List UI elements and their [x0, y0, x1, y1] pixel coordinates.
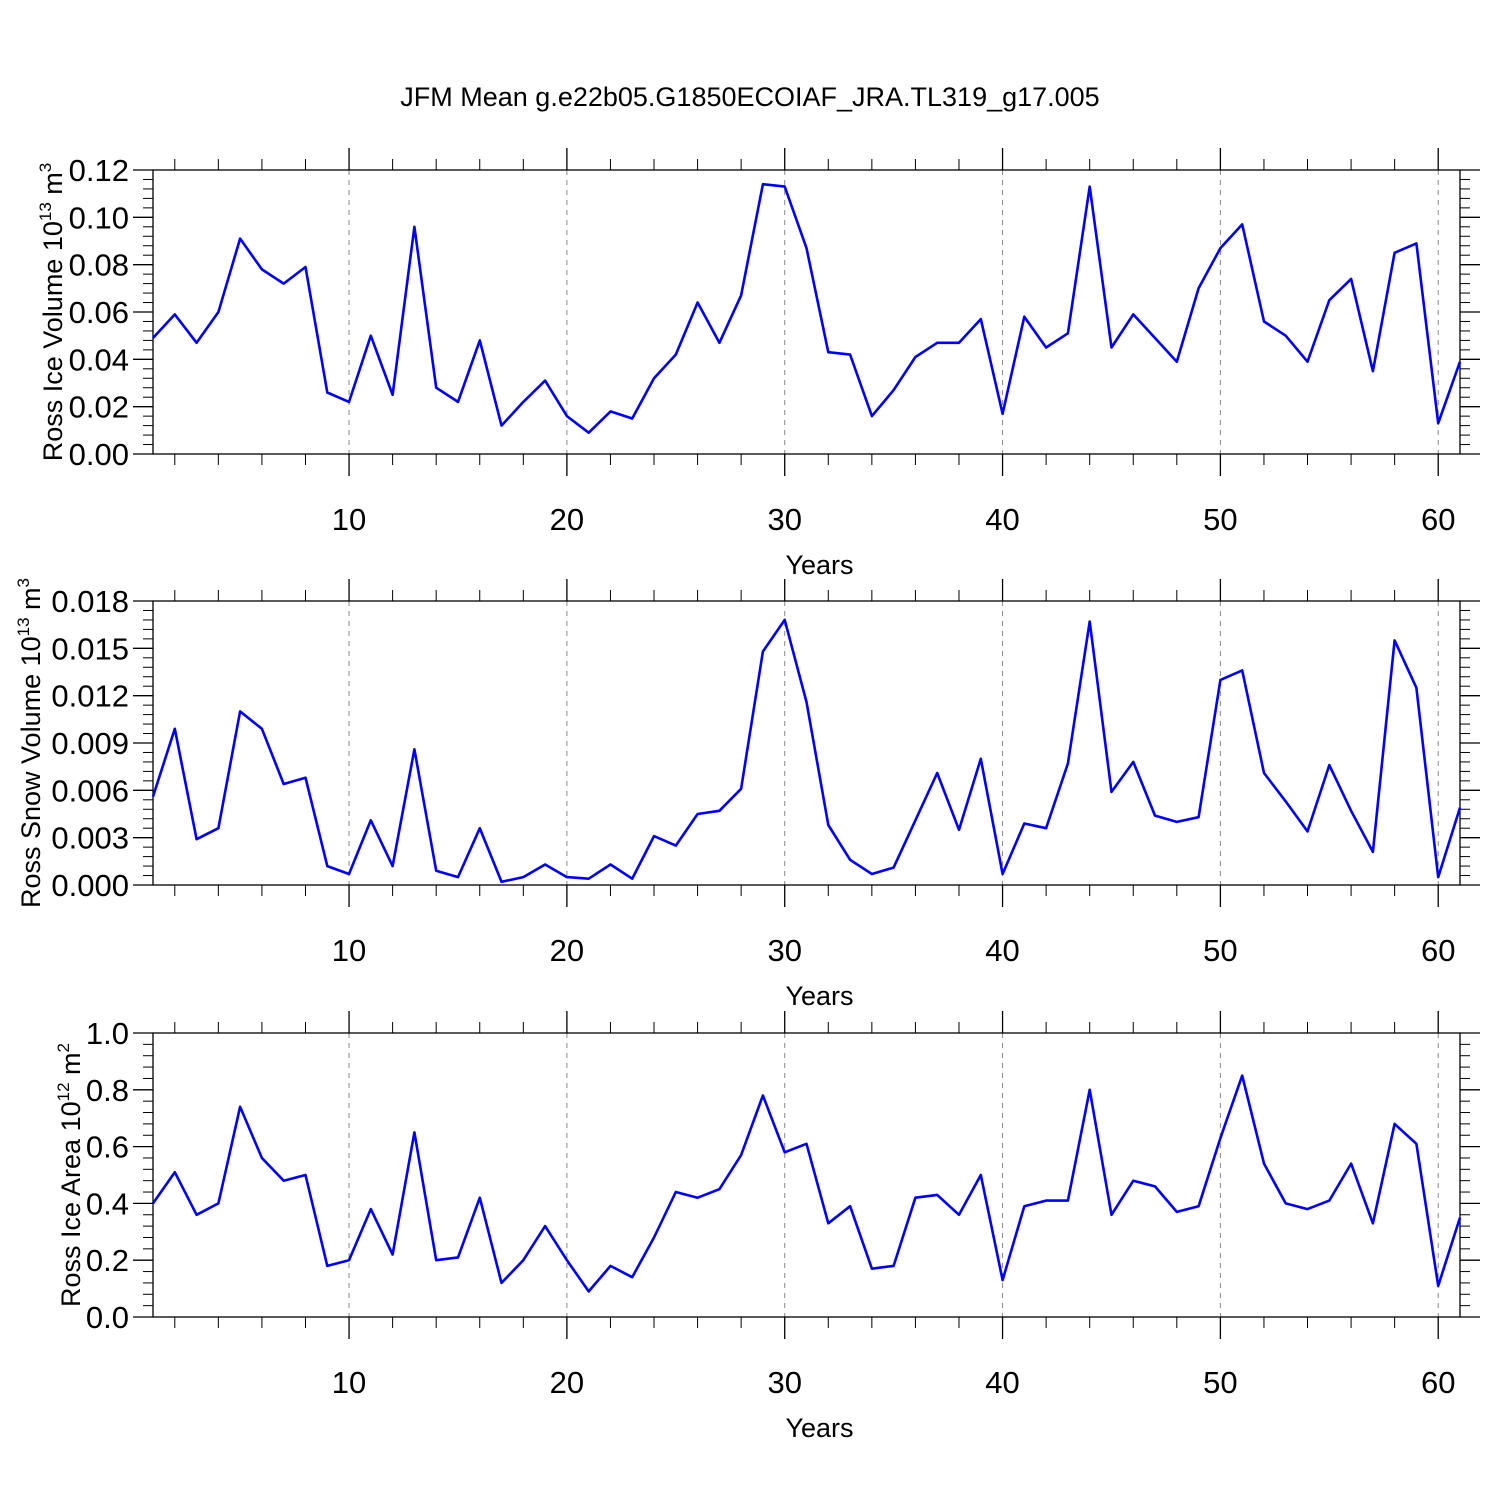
- x-tick-label: 60: [1421, 1365, 1455, 1400]
- x-axis-title: Years: [785, 550, 853, 580]
- x-tick-label: 10: [332, 1365, 366, 1400]
- x-tick-label: 20: [550, 933, 584, 968]
- y-tick-label: 0.06: [69, 295, 129, 330]
- panel-3: 10 20 30 40 50 60 0.0 0.2 0.4 0.6 0.8 1.0 Years Ross …: [54, 1011, 1480, 1443]
- panel-2: 10 20 30 40 50 60 0.000 0.003 0.006 0.009 0.012 0.0…: [14, 578, 1480, 1011]
- y-tick-label: 0.00: [69, 437, 129, 472]
- y-tick-label: 0.08: [69, 248, 129, 283]
- x-tick-label: 40: [985, 933, 1019, 968]
- y-tick-label: 0.000: [51, 868, 129, 903]
- series-line: [152, 182, 1462, 435]
- y-tick-label: 0.009: [51, 726, 129, 761]
- y-tick-label: 0.04: [69, 342, 129, 377]
- y-tick-label: 0.0: [86, 1300, 129, 1335]
- x-tick-label: 60: [1421, 502, 1455, 537]
- series-line: [151, 618, 1462, 884]
- x-tick-label: 30: [767, 502, 801, 537]
- y-tick-label: 0.4: [86, 1186, 129, 1221]
- x-tick-label: 30: [767, 933, 801, 968]
- y-axis-title: Ross Snow Volume 1013 m3: [14, 578, 46, 908]
- series-line: [151, 1074, 1462, 1293]
- x-axis-title: Years: [785, 981, 853, 1011]
- x-tick-label: 40: [985, 502, 1019, 537]
- x-tick-label: 30: [767, 1365, 801, 1400]
- y-tick-label: 0.02: [69, 390, 129, 425]
- y-tick-label: 0.012: [51, 679, 129, 714]
- y-tick-label: 0.6: [86, 1130, 129, 1165]
- y-tick-label: 0.018: [51, 584, 129, 619]
- y-tick-label: 0.003: [51, 821, 129, 856]
- x-tick-label: 10: [332, 933, 366, 968]
- y-axis-title: Ross Ice Area 1012 m2: [54, 1043, 86, 1307]
- x-tick-label: 50: [1203, 1365, 1237, 1400]
- x-tick-label: 60: [1421, 933, 1455, 968]
- page-title: JFM Mean g.e22b05.G1850ECOIAF_JRA.TL319_…: [400, 82, 1100, 112]
- y-tick-label: 0.10: [69, 200, 129, 235]
- x-axis-title: Years: [785, 1413, 853, 1443]
- x-tick-label: 10: [332, 502, 366, 537]
- y-tick-label: 0.8: [86, 1073, 129, 1108]
- plot-frame: [152, 1032, 1461, 1318]
- y-tick-label: 0.015: [51, 631, 129, 666]
- y-tick-label: 0.12: [69, 153, 129, 188]
- panel-1: 10 20 30 40 50 60 0.00 0.02 0.04 0.06 0.08 0.10 0.12…: [36, 148, 1480, 580]
- x-tick-label: 20: [550, 502, 584, 537]
- x-tick-label: 50: [1203, 502, 1237, 537]
- y-tick-label: 1.0: [86, 1016, 129, 1051]
- x-tick-label: 20: [550, 1365, 584, 1400]
- y-axis-title: Ross Ice Volume 1013 m3: [36, 163, 68, 462]
- x-tick-label: 50: [1203, 933, 1237, 968]
- y-tick-label: 0.006: [51, 773, 129, 808]
- x-tick-label: 40: [985, 1365, 1019, 1400]
- y-tick-label: 0.2: [86, 1243, 129, 1278]
